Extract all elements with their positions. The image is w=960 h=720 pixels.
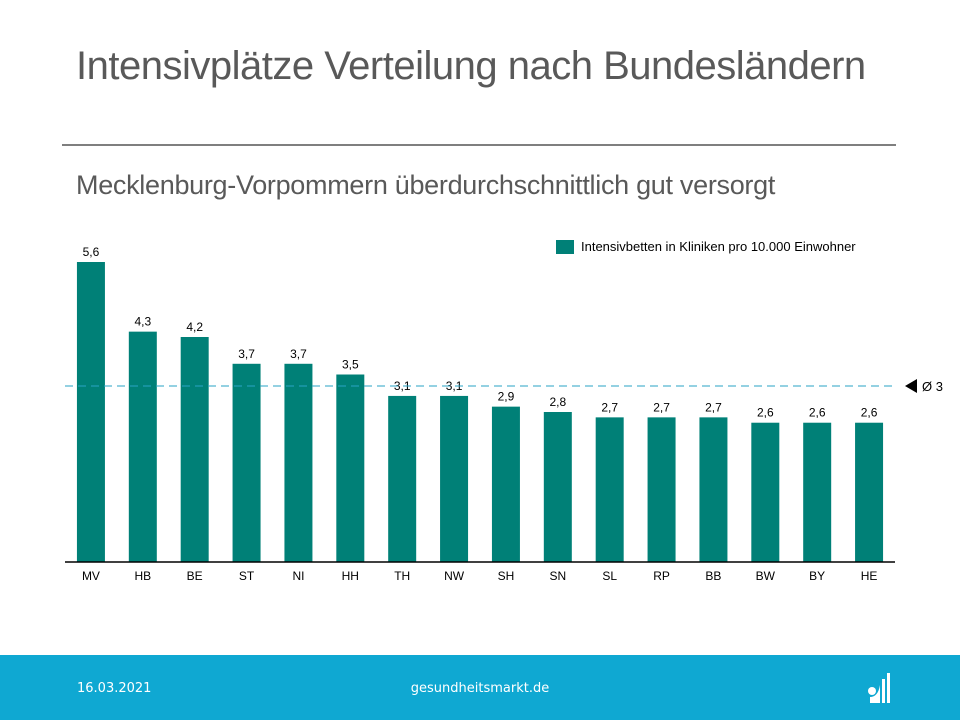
x-tick-BW: BW: [756, 569, 776, 583]
x-tick-ST: ST: [239, 569, 255, 583]
x-tick-MV: MV: [82, 569, 100, 583]
data-label-BY: 2,6: [809, 406, 826, 420]
bar-RP: [647, 417, 676, 562]
data-label-NW: 3,1: [446, 379, 463, 393]
bar-HB: [128, 331, 157, 562]
data-label-HH: 3,5: [342, 358, 359, 372]
legend-label: Intensivbetten in Kliniken pro 10.000 Ei…: [581, 239, 856, 254]
footer-bar: 16.03.2021 gesundheitsmarkt.de: [0, 655, 960, 720]
average-marker-icon: [905, 379, 917, 393]
chart-legend: Intensivbetten in Kliniken pro 10.000 Ei…: [556, 239, 856, 254]
x-tick-NW: NW: [444, 569, 465, 583]
data-label-BE: 4,2: [186, 320, 203, 334]
bar-chart: 5,6 4,3 4,2 3,7 3,7 3,5 3,1 3,1 2,9 2,8 2,7 2,7 2,7 2…: [65, 245, 943, 583]
bar-BW: [751, 422, 780, 562]
bar-NW: [440, 395, 469, 562]
data-label-SH: 2,9: [498, 390, 515, 404]
data-label-MV: 5,6: [83, 245, 100, 259]
data-label-BW: 2,6: [757, 406, 774, 420]
x-tick-BY: BY: [809, 569, 825, 583]
x-tick-HE: HE: [861, 569, 878, 583]
bar-MV: [76, 262, 105, 562]
title-divider: [62, 144, 896, 146]
data-label-SN: 2,8: [549, 395, 566, 409]
bar-BY: [803, 422, 832, 562]
x-tick-BB: BB: [705, 569, 721, 583]
bar-TH: [388, 395, 417, 562]
x-tick-SN: SN: [549, 569, 566, 583]
data-label-ST: 3,7: [238, 347, 255, 361]
bar-BB: [699, 417, 728, 562]
legend-swatch: [556, 239, 574, 254]
x-tick-RP: RP: [653, 569, 670, 583]
bar-HH: [336, 374, 365, 562]
data-label-SL: 2,7: [601, 400, 618, 414]
bar-ST: [232, 363, 261, 562]
data-label-HE: 2,6: [861, 406, 878, 420]
data-label-NI: 3,7: [290, 347, 307, 361]
footer-site: gesundheitsmarkt.de: [410, 681, 550, 696]
average-label: Ø 3: [922, 379, 943, 394]
x-tick-BE: BE: [187, 569, 203, 583]
bar-BE: [180, 337, 209, 562]
bar-SH: [491, 406, 520, 562]
x-tick-HB: HB: [134, 569, 151, 583]
data-label-TH: 3,1: [394, 379, 411, 393]
gesundheitsmarkt-logo-icon: [868, 673, 890, 703]
data-label-BB: 2,7: [705, 400, 722, 414]
x-tick-SH: SH: [498, 569, 515, 583]
x-tick-SL: SL: [602, 569, 617, 583]
x-tick-NI: NI: [292, 569, 304, 583]
bar-SL: [595, 417, 624, 562]
slide-subtitle: Mecklenburg-Vorpommern überdurchschnittl…: [76, 170, 776, 200]
bar-NI: [284, 363, 313, 562]
x-tick-HH: HH: [342, 569, 359, 583]
x-tick-TH: TH: [394, 569, 410, 583]
slide-title: Intensivplätze Verteilung nach Bundeslän…: [76, 44, 866, 88]
bar-SN: [543, 412, 572, 562]
data-label-RP: 2,7: [653, 400, 670, 414]
data-label-HB: 4,3: [134, 315, 151, 329]
footer-date: 16.03.2021: [77, 681, 152, 696]
bar-HE: [855, 422, 884, 562]
